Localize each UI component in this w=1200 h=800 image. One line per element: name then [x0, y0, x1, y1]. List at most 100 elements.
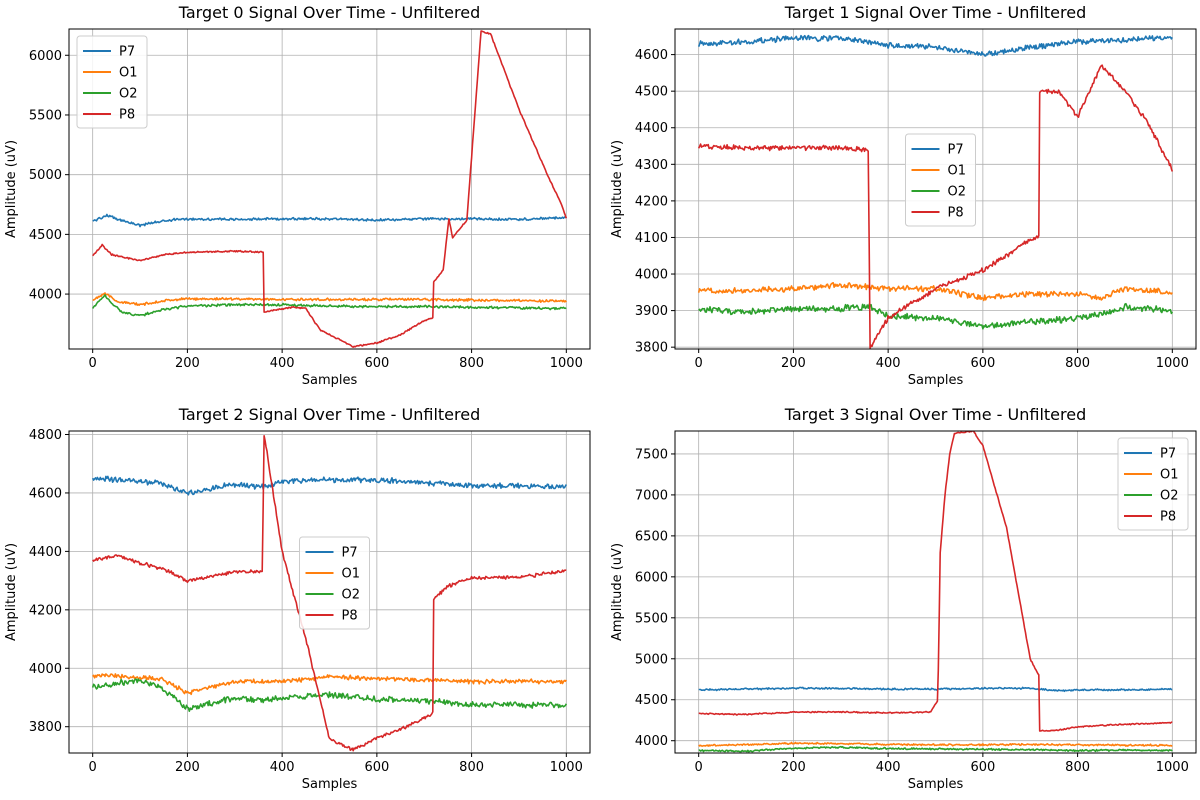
x-tick-label: 1000 — [1156, 760, 1189, 775]
x-tick-label: 200 — [781, 356, 806, 371]
x-tick-label: 600 — [970, 356, 995, 371]
legend-entry: O2 — [948, 185, 967, 200]
series-line-p8 — [92, 30, 568, 348]
plot-frame — [68, 28, 591, 350]
y-axis-label: Amplitude (uV) — [4, 543, 19, 641]
legend-box — [905, 133, 976, 227]
series-line-o1 — [92, 292, 567, 306]
y-tick-label: 4400 — [29, 545, 62, 560]
y-tick-label: 5000 — [635, 652, 668, 667]
legend-entry: O1 — [1160, 468, 1179, 483]
y-tick-label: 3800 — [29, 720, 62, 735]
y-axis-label: Amplitude (uV) — [610, 543, 625, 641]
series-group — [91, 435, 568, 752]
legend-entry: P8 — [948, 206, 964, 221]
y-tick-label: 4300 — [635, 158, 668, 173]
x-tick-label: 800 — [459, 760, 484, 775]
legend-entry: O1 — [119, 66, 138, 81]
y-axis-label: Amplitude (uV) — [610, 140, 625, 238]
series-line-o2 — [91, 678, 568, 712]
x-tick-label: 1000 — [550, 760, 583, 775]
y-tick-label: 3900 — [635, 304, 668, 319]
y-tick-label: 4000 — [635, 734, 668, 749]
legend: P7 O1 O2 P8 — [76, 35, 148, 129]
x-axis-label: Samples — [302, 373, 358, 388]
y-tick-label: 4200 — [29, 603, 62, 618]
y-tick-label: 4500 — [635, 693, 668, 708]
x-tick-label: 600 — [364, 760, 389, 775]
subplot-1: 0 200 400 600 800 1000 3800 3900 4000 4100 4200 430… — [610, 3, 1197, 388]
x-tick-label: 400 — [876, 356, 901, 371]
y-tick-label: 7000 — [635, 488, 668, 503]
y-tick-label: 4000 — [29, 288, 62, 303]
subplot-2: 0 200 400 600 800 1000 3800 4000 4200 4400 4600 480… — [4, 405, 591, 792]
legend-entry: P7 — [342, 546, 358, 561]
y-tick-label: 4000 — [635, 268, 668, 283]
chart-title: Target 2 Signal Over Time - Unfiltered — [178, 405, 480, 424]
x-axis-label: Samples — [302, 777, 358, 792]
legend-entry: P7 — [119, 45, 135, 60]
x-tick-label: 0 — [89, 760, 97, 775]
y-tick-label: 4500 — [635, 85, 668, 100]
y-tick-label: 6000 — [29, 49, 62, 64]
y-tick-label: 5000 — [29, 168, 62, 183]
legend-entry: O2 — [342, 588, 361, 603]
y-tick-label: 4600 — [635, 48, 668, 63]
series-group — [697, 34, 1174, 349]
x-tick-label: 200 — [175, 356, 200, 371]
subplot-0: 0 200 400 600 800 1000 4000 4500 5000 5500 6000 Tar… — [4, 3, 591, 388]
y-tick-label: 6500 — [635, 529, 668, 544]
legend: P7 O1 O2 P8 — [1117, 437, 1189, 531]
x-tick-label: 200 — [781, 760, 806, 775]
x-tick-label: 800 — [459, 356, 484, 371]
chart-title: Target 3 Signal Over Time - Unfiltered — [784, 405, 1086, 424]
plot-frame — [674, 28, 1197, 350]
x-tick-label: 1000 — [550, 356, 583, 371]
x-tick-label: 600 — [970, 760, 995, 775]
x-tick-label: 0 — [89, 356, 97, 371]
series-group — [92, 30, 568, 348]
legend-box — [76, 35, 148, 129]
series-line-o2 — [698, 745, 1173, 753]
chart-title: Target 0 Signal Over Time - Unfiltered — [178, 3, 480, 22]
legend-entry: O1 — [948, 164, 967, 179]
x-axis-label: Samples — [908, 373, 964, 388]
x-tick-label: 200 — [175, 760, 200, 775]
x-tick-label: 400 — [876, 760, 901, 775]
series-line-p7 — [697, 34, 1173, 57]
series-line-p7 — [92, 213, 567, 228]
y-tick-label: 5500 — [635, 611, 668, 626]
y-tick-label: 3800 — [635, 341, 668, 356]
y-tick-label: 4800 — [29, 428, 62, 443]
series-line-p8 — [697, 64, 1174, 349]
legend: P7 O1 O2 P8 — [299, 536, 370, 630]
legend-entry: P7 — [1160, 447, 1176, 462]
legend-box — [1117, 437, 1189, 531]
x-axis-label: Samples — [908, 777, 964, 792]
series-line-p8 — [698, 431, 1173, 732]
x-tick-label: 1000 — [1156, 356, 1189, 371]
y-tick-label: 5500 — [29, 108, 62, 123]
series-line-p7 — [698, 686, 1173, 693]
series-line-o1 — [698, 741, 1173, 747]
legend-entry: O2 — [119, 87, 138, 102]
x-tick-label: 400 — [270, 356, 295, 371]
y-tick-label: 4000 — [29, 662, 62, 677]
x-tick-label: 0 — [695, 356, 703, 371]
subplot-3: 0 200 400 600 800 1000 4000 4500 5000 5500 6000 650… — [610, 405, 1197, 792]
x-tick-label: 400 — [270, 760, 295, 775]
y-tick-label: 4500 — [29, 228, 62, 243]
legend-box — [299, 536, 370, 630]
x-tick-label: 800 — [1065, 356, 1090, 371]
series-line-o1 — [92, 673, 567, 696]
series-line-p7 — [91, 475, 567, 496]
plot-frame — [68, 430, 591, 754]
y-tick-label: 4400 — [635, 121, 668, 136]
y-tick-label: 4200 — [635, 194, 668, 209]
y-tick-label: 4100 — [635, 231, 668, 246]
series-line-p8 — [92, 435, 567, 752]
series-line-o2 — [92, 294, 567, 317]
y-tick-label: 6000 — [635, 570, 668, 585]
legend: P7 O1 O2 P8 — [905, 133, 976, 227]
